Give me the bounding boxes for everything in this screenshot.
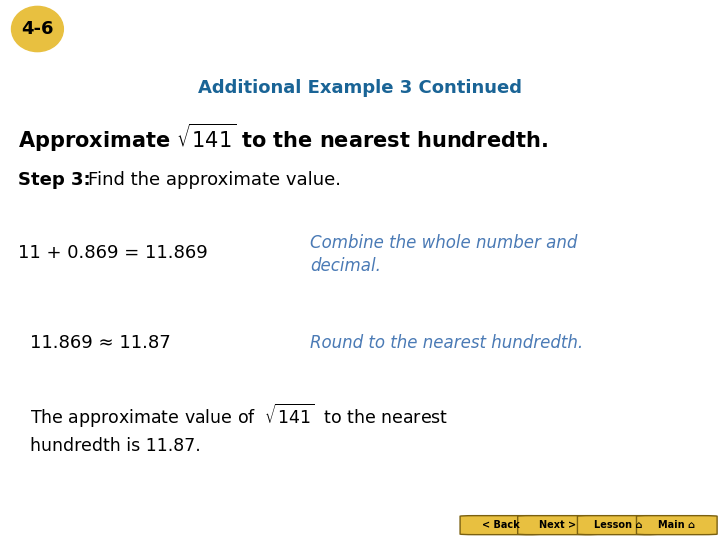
FancyBboxPatch shape	[577, 516, 658, 535]
FancyBboxPatch shape	[636, 516, 717, 535]
Text: Approximate $\sqrt{141}$ to the nearest hundredth.: Approximate $\sqrt{141}$ to the nearest …	[18, 122, 548, 154]
Text: Round to the nearest hundredth.: Round to the nearest hundredth.	[310, 334, 583, 352]
Text: Find the approximate value.: Find the approximate value.	[88, 171, 341, 189]
Ellipse shape	[12, 6, 63, 52]
Text: Additional Example 3 Continued: Additional Example 3 Continued	[198, 79, 522, 97]
Text: 11 + 0.869 = 11.869: 11 + 0.869 = 11.869	[18, 244, 208, 262]
Text: decimal.: decimal.	[310, 257, 381, 275]
Text: Next >: Next >	[539, 520, 577, 530]
Text: Step 3:: Step 3:	[18, 171, 91, 189]
Text: Estimating Square Roots: Estimating Square Roots	[83, 14, 508, 42]
FancyBboxPatch shape	[518, 516, 598, 535]
Text: Main ⌂: Main ⌂	[658, 520, 696, 530]
Text: < Back: < Back	[482, 520, 519, 530]
Text: 4-6: 4-6	[21, 20, 54, 38]
Text: Combine the whole number and: Combine the whole number and	[310, 234, 577, 252]
Text: hundredth is 11.87.: hundredth is 11.87.	[30, 437, 201, 455]
FancyBboxPatch shape	[460, 516, 541, 535]
Text: Lesson ⌂: Lesson ⌂	[593, 520, 642, 530]
Text: The approximate value of  $\sqrt{141}$  to the nearest: The approximate value of $\sqrt{141}$ to…	[30, 402, 448, 430]
Text: © HOLT McDOUGAL, All Rights Reserved: © HOLT McDOUGAL, All Rights Reserved	[9, 520, 219, 530]
Text: 11.869 ≈ 11.87: 11.869 ≈ 11.87	[30, 334, 171, 352]
